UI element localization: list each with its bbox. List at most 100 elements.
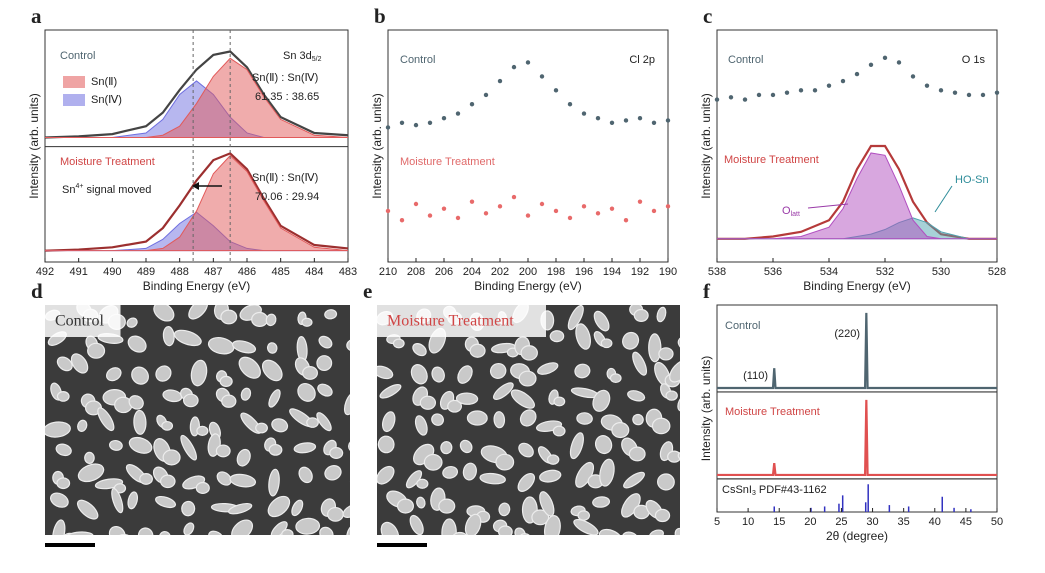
grain <box>155 495 177 509</box>
image-label: Moisture Treatment <box>387 313 514 330</box>
grain <box>441 518 457 535</box>
grain <box>495 453 515 471</box>
data-point <box>651 208 657 214</box>
panel-label: b <box>374 4 386 28</box>
legend-swatch <box>63 76 85 88</box>
grain <box>546 454 560 465</box>
grain <box>665 390 678 401</box>
grain <box>229 473 257 488</box>
grain <box>452 531 467 535</box>
x-tick-label: 194 <box>603 266 621 278</box>
data-point <box>413 201 419 207</box>
grain <box>238 356 261 379</box>
annotation: (110) <box>743 370 768 382</box>
annotation: CsSnI <box>722 484 752 496</box>
grain <box>669 359 680 383</box>
grain <box>162 449 181 466</box>
grain <box>353 307 369 327</box>
annotation: Sn(Ⅱ) : Sn(Ⅳ) <box>252 72 318 84</box>
x-tick-label: 492 <box>36 266 54 278</box>
data-point <box>553 208 559 214</box>
legend-label: Sn(Ⅱ) <box>91 76 117 88</box>
grain <box>359 420 376 435</box>
annotation: Sn(Ⅱ) : Sn(Ⅳ) <box>252 172 318 184</box>
data-point <box>399 218 405 223</box>
grain <box>380 521 400 535</box>
x-tick-label: 200 <box>519 266 537 278</box>
grain <box>438 498 456 514</box>
grain <box>674 527 680 535</box>
grain <box>492 382 514 400</box>
x-tick-label: 192 <box>631 266 649 278</box>
grain <box>49 492 69 508</box>
grain <box>301 317 313 327</box>
grain <box>180 434 198 461</box>
grain <box>56 356 73 372</box>
x-tick-label: 486 <box>238 266 256 278</box>
curve <box>44 152 349 252</box>
grain <box>215 444 231 458</box>
grain <box>627 390 646 402</box>
annotation: 61.35 : 38.65 <box>255 91 319 103</box>
grain <box>232 340 257 354</box>
data-point <box>966 92 972 98</box>
data-point <box>567 215 573 221</box>
grain <box>685 418 695 426</box>
grain <box>520 345 538 361</box>
x-tick-label: 25 <box>835 516 847 528</box>
data-point <box>469 199 475 204</box>
grain <box>265 313 277 327</box>
annotation: O <box>782 205 791 217</box>
grain <box>298 466 313 484</box>
grain <box>498 502 511 517</box>
data-point <box>609 120 615 126</box>
grain <box>76 499 99 520</box>
data-point <box>455 111 461 116</box>
grain <box>599 458 615 487</box>
x-tick-label: 490 <box>103 266 121 278</box>
grain <box>297 382 316 402</box>
grain <box>457 365 473 384</box>
data-point <box>441 206 447 211</box>
annotation: Olatt <box>782 205 800 218</box>
data-point <box>595 211 601 216</box>
grain <box>255 422 268 434</box>
grain <box>455 392 479 405</box>
grain <box>302 366 318 380</box>
grain <box>392 338 405 349</box>
annotation: HO-Sn <box>955 174 989 186</box>
grain <box>137 527 154 535</box>
grain <box>56 477 71 490</box>
grain <box>108 439 123 451</box>
grain <box>517 472 536 492</box>
grain <box>173 329 202 347</box>
grain <box>677 394 680 412</box>
data-point <box>840 78 846 84</box>
x-tick-label: 489 <box>137 266 155 278</box>
x-axis-label: Binding Energy (eV) <box>143 279 250 293</box>
grain <box>346 338 350 353</box>
grain <box>419 395 437 410</box>
legend-swatch <box>63 94 85 106</box>
data-point <box>595 115 601 121</box>
x-tick-label: 204 <box>463 266 481 278</box>
grain <box>271 418 289 433</box>
grain <box>409 514 424 535</box>
annotation: Control <box>60 50 95 62</box>
panel-label: c <box>703 4 712 28</box>
grain <box>216 471 232 486</box>
grain <box>183 522 195 535</box>
grain <box>84 451 95 464</box>
data-point <box>539 74 545 79</box>
grain <box>621 531 639 535</box>
grain <box>574 363 591 379</box>
data-point <box>798 88 804 93</box>
data-point <box>665 118 671 123</box>
grain <box>211 537 228 552</box>
grain <box>544 515 561 535</box>
data-point <box>826 83 832 88</box>
grain <box>348 438 350 453</box>
grain <box>161 420 174 431</box>
data-point <box>882 55 888 61</box>
